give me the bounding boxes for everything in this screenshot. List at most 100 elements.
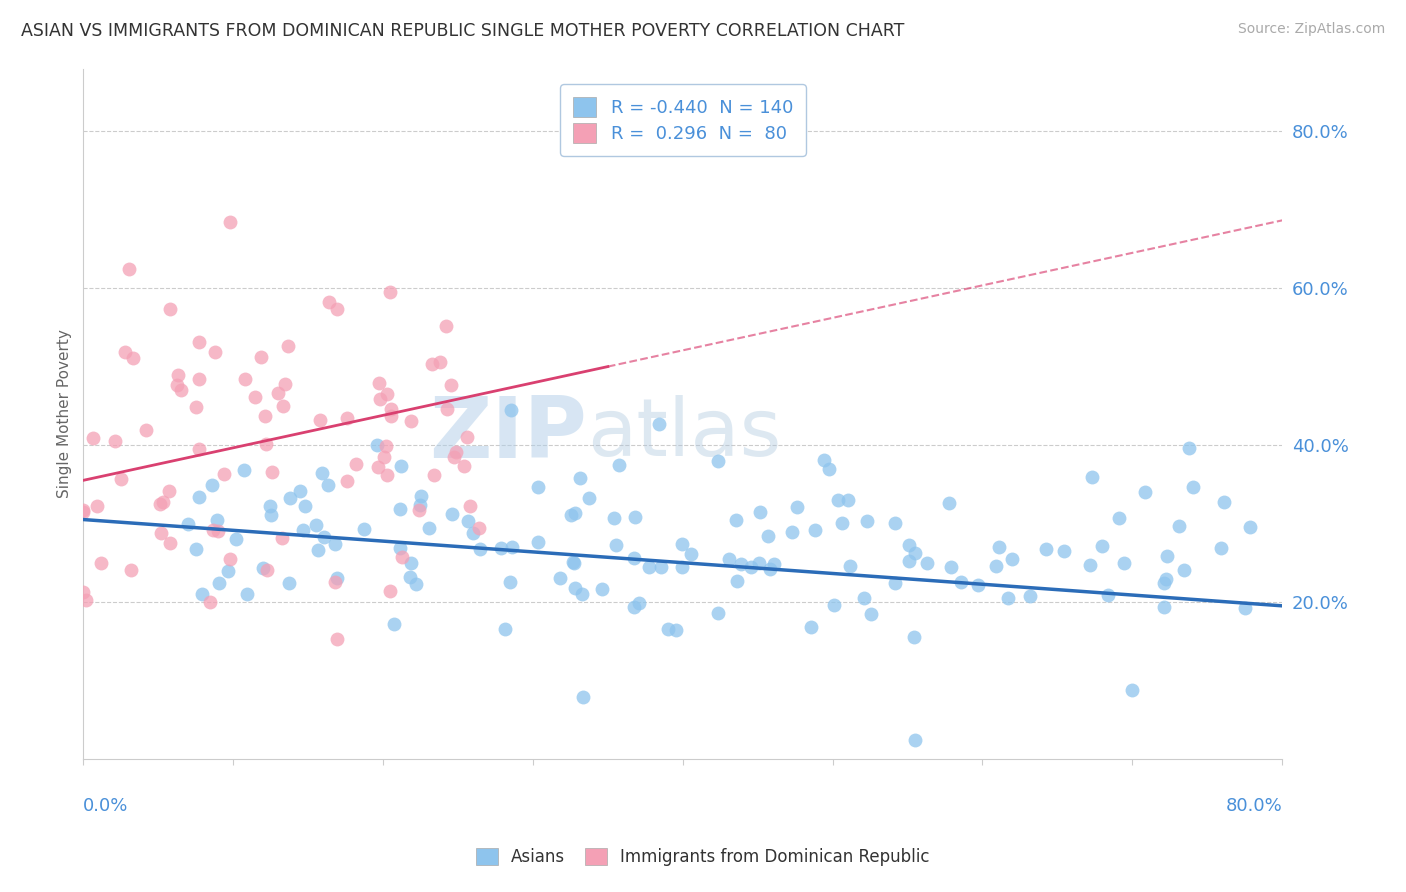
Point bbox=[603, 510, 626, 524]
Point bbox=[526, 535, 548, 549]
Point bbox=[169, 384, 191, 398]
Point bbox=[323, 537, 346, 551]
Point bbox=[388, 501, 411, 516]
Point bbox=[177, 516, 200, 531]
Point bbox=[897, 554, 920, 568]
Point bbox=[637, 560, 659, 574]
Point bbox=[250, 351, 273, 365]
Point bbox=[166, 368, 188, 383]
Point bbox=[389, 541, 412, 556]
Point bbox=[72, 505, 94, 519]
Point bbox=[434, 318, 457, 333]
Point bbox=[399, 569, 422, 583]
Point bbox=[441, 507, 464, 521]
Point bbox=[1097, 588, 1119, 602]
Point bbox=[166, 378, 188, 392]
Point bbox=[380, 285, 402, 299]
Point bbox=[671, 537, 693, 551]
Point bbox=[149, 497, 172, 511]
Point bbox=[548, 571, 571, 585]
Point bbox=[217, 565, 239, 579]
Point bbox=[191, 587, 214, 601]
Point bbox=[967, 578, 990, 592]
Point bbox=[782, 525, 804, 540]
Point bbox=[325, 632, 347, 647]
Point bbox=[311, 467, 333, 481]
Point bbox=[650, 560, 672, 574]
Point bbox=[367, 376, 389, 391]
Point bbox=[499, 574, 522, 589]
Point bbox=[252, 561, 274, 575]
Point bbox=[367, 460, 389, 475]
Point bbox=[756, 529, 779, 543]
Point bbox=[271, 531, 294, 545]
Point bbox=[648, 417, 671, 432]
Point bbox=[578, 491, 600, 505]
Point bbox=[456, 430, 478, 444]
Point bbox=[204, 345, 226, 359]
Point bbox=[375, 468, 398, 483]
Point bbox=[187, 442, 209, 456]
Point bbox=[312, 530, 335, 544]
Point bbox=[564, 581, 586, 595]
Point bbox=[1053, 544, 1076, 558]
Text: 80.0%: 80.0% bbox=[1226, 797, 1282, 814]
Point bbox=[256, 564, 278, 578]
Point bbox=[389, 459, 412, 474]
Point bbox=[827, 492, 849, 507]
Point bbox=[157, 483, 180, 498]
Point bbox=[344, 458, 367, 472]
Point bbox=[291, 523, 314, 537]
Point bbox=[1081, 470, 1104, 484]
Point bbox=[818, 462, 841, 476]
Point bbox=[1121, 683, 1143, 698]
Point bbox=[318, 295, 340, 310]
Point bbox=[623, 600, 645, 615]
Point bbox=[440, 378, 463, 392]
Point bbox=[1153, 600, 1175, 615]
Legend: Asians, Immigrants from Dominican Republic: Asians, Immigrants from Dominican Republ… bbox=[468, 840, 938, 875]
Point bbox=[665, 624, 688, 638]
Point bbox=[380, 409, 402, 424]
Point bbox=[277, 339, 299, 353]
Point bbox=[939, 559, 962, 574]
Point bbox=[501, 540, 523, 554]
Point bbox=[461, 525, 484, 540]
Point bbox=[831, 516, 853, 531]
Point bbox=[950, 574, 973, 589]
Point bbox=[1213, 495, 1236, 509]
Point bbox=[853, 591, 876, 606]
Point bbox=[219, 215, 242, 229]
Point bbox=[859, 607, 882, 621]
Text: ASIAN VS IMMIGRANTS FROM DOMINICAN REPUBLIC SINGLE MOTHER POVERTY CORRELATION CH: ASIAN VS IMMIGRANTS FROM DOMINICAN REPUB… bbox=[21, 22, 904, 40]
Point bbox=[399, 414, 422, 428]
Point bbox=[420, 357, 443, 371]
Point bbox=[1173, 563, 1195, 577]
Point bbox=[457, 514, 479, 528]
Point bbox=[184, 541, 207, 556]
Point bbox=[572, 690, 595, 704]
Point bbox=[225, 532, 247, 546]
Point bbox=[762, 557, 785, 571]
Point bbox=[800, 620, 823, 634]
Point bbox=[326, 301, 349, 316]
Point bbox=[1209, 541, 1232, 556]
Point bbox=[803, 523, 825, 537]
Point bbox=[207, 524, 229, 539]
Point bbox=[1153, 575, 1175, 590]
Point bbox=[409, 499, 432, 513]
Point bbox=[1091, 540, 1114, 554]
Point bbox=[86, 499, 108, 513]
Point bbox=[72, 503, 94, 517]
Point bbox=[418, 521, 440, 535]
Point bbox=[786, 500, 808, 515]
Point bbox=[380, 402, 402, 417]
Text: ZIP: ZIP bbox=[429, 392, 586, 475]
Point bbox=[423, 467, 446, 482]
Point bbox=[233, 372, 256, 386]
Point bbox=[623, 550, 645, 565]
Point bbox=[304, 518, 326, 533]
Point bbox=[366, 438, 388, 452]
Point bbox=[444, 445, 467, 459]
Point bbox=[104, 434, 127, 448]
